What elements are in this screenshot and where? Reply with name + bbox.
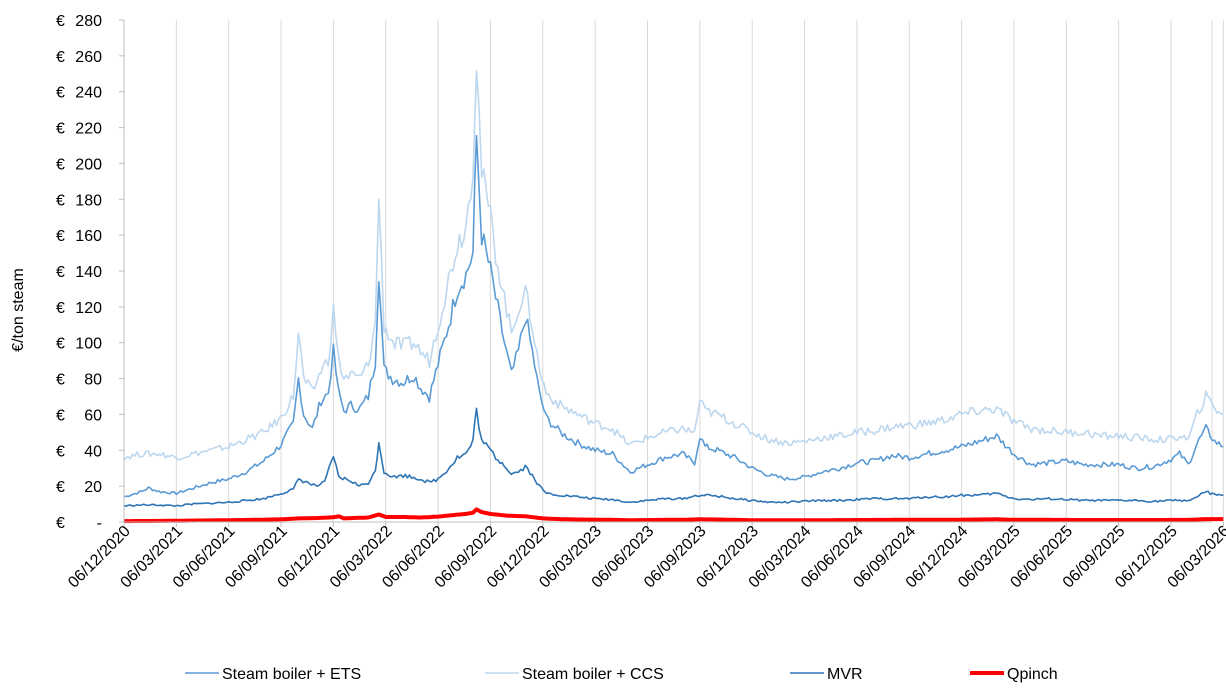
x-tick-labels: 06/12/202006/03/202106/06/202106/09/2021…: [65, 523, 1226, 592]
y-tick-label: €40: [56, 443, 102, 460]
series-line-mvr: [123, 407, 1224, 507]
legend-label: Steam boiler + ETS: [222, 666, 361, 683]
y-tick-label: €260: [56, 49, 102, 66]
legend-label: MVR: [827, 666, 863, 683]
y-tick-label: € -: [56, 515, 102, 532]
legend-label: Steam boiler + CCS: [522, 666, 664, 683]
y-tick-label: €60: [56, 407, 102, 424]
y-tick-labels: € - € 20 € 40 € 60 € 80 € 100 € 120 € 140 € 160 € 180 € 200 € 2…: [56, 13, 102, 532]
series-lines: [123, 70, 1224, 524]
series-line-steam-boiler-ets: [123, 134, 1224, 498]
y-tick-label: €120: [56, 300, 102, 317]
y-tick-label: €160: [56, 228, 102, 245]
y-tick-label: €20: [56, 479, 102, 496]
y-tick-label: €220: [56, 121, 102, 138]
legend-label: Qpinch: [1007, 666, 1058, 683]
legend: Steam boiler + ETS Steam boiler + CCS MVR Q…: [185, 666, 1058, 683]
legend-item: Steam boiler + ETS: [185, 666, 361, 683]
series-line-qpinch: [124, 507, 1224, 524]
y-axis-title: €/ton steam: [10, 268, 27, 352]
legend-item: MVR: [790, 666, 863, 683]
grid: [175, 20, 1224, 522]
y-tick-label: €80: [56, 372, 102, 389]
series-line-steam-boiler-ccs: [123, 70, 1224, 461]
legend-item: Qpinch: [970, 666, 1058, 683]
legend-item: Steam boiler + CCS: [485, 666, 664, 683]
y-tick-label: €140: [56, 264, 102, 281]
y-tick-label: €180: [56, 192, 102, 209]
axes: [119, 19, 1224, 527]
y-tick-label: €100: [56, 336, 102, 353]
y-tick-label: €280: [56, 13, 102, 30]
y-tick-label: €240: [56, 85, 102, 102]
y-tick-label: €200: [56, 156, 102, 173]
